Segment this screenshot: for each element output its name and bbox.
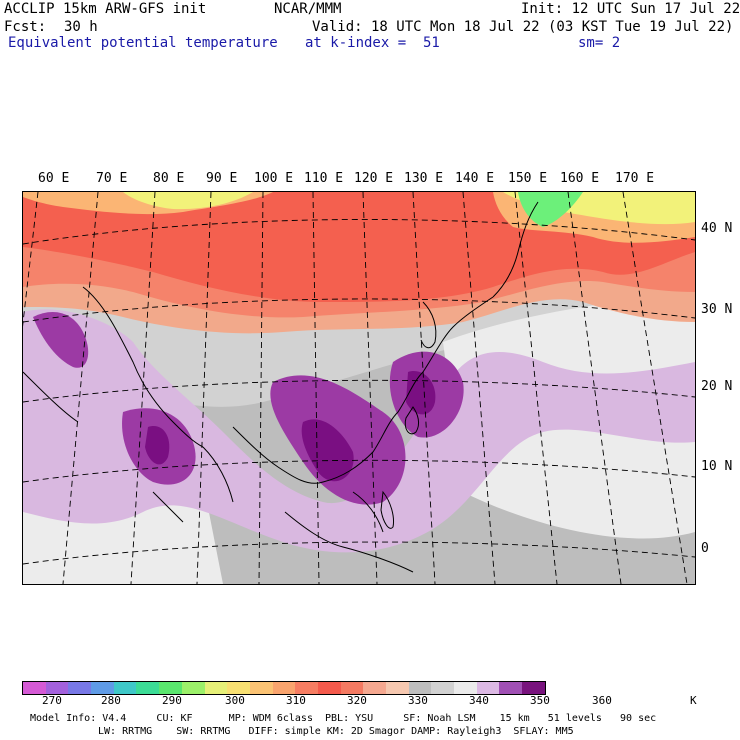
colorbar-swatch (227, 682, 250, 694)
colorbar-swatch (113, 682, 137, 694)
colorbar-swatch (136, 682, 160, 694)
colorbar-unit: K (690, 694, 697, 707)
lat-label: 40 N (701, 221, 733, 236)
colorbar-swatch (181, 682, 205, 694)
deep-purple-core-1 (301, 419, 354, 482)
graticule (23, 192, 695, 584)
lon-label: 60 E (38, 171, 70, 186)
field-name: Equivalent potential temperature (8, 35, 278, 51)
yellow-north-west (123, 192, 253, 210)
valid-time: Valid: 18 UTC Mon 18 Jul 22 (03 KST Tue … (312, 19, 734, 35)
colorbar-label: 310 (286, 694, 306, 707)
colorbar-swatch (386, 682, 409, 694)
colorbar-swatch (454, 682, 477, 694)
lon-label: 110 E (304, 171, 344, 186)
colorbar-swatch (431, 682, 455, 694)
deep-purple-core-3 (145, 426, 170, 465)
lon-label: 90 E (206, 171, 238, 186)
lon-label: 130 E (404, 171, 444, 186)
colorbar-label: 300 (225, 694, 245, 707)
map-panel (22, 191, 696, 585)
colorbar-swatch (249, 682, 273, 694)
lon-label: 170 E (615, 171, 655, 186)
colorbar-swatch (23, 682, 46, 694)
theta-e-map (23, 192, 695, 584)
colorbar-swatch (204, 682, 228, 694)
colorbar-swatch (522, 682, 545, 694)
lat-label: 30 N (701, 302, 733, 317)
purple-pakistan (33, 312, 89, 368)
colorbar-swatch (295, 682, 318, 694)
deep-purple-core-2 (406, 371, 436, 415)
coastlines (23, 201, 539, 573)
colorbar-swatch (408, 682, 432, 694)
lon-label: 70 E (96, 171, 128, 186)
lon-label: 160 E (560, 171, 600, 186)
model-info-line-2: LW: RRTMG SW: RRTMG DIFF: simple KM: 2D … (98, 726, 574, 737)
colorbar-swatch (476, 682, 500, 694)
lat-label: 0 (701, 541, 709, 556)
lon-label: 80 E (153, 171, 185, 186)
colorbar-swatch (272, 682, 296, 694)
lat-label: 20 N (701, 379, 733, 394)
colorbar-label: 270 (42, 694, 62, 707)
model-title: ACCLIP 15km ARW-GFS init (4, 1, 207, 17)
colorbar-swatch (91, 682, 114, 694)
colorbar-swatch (159, 682, 182, 694)
colorbar-swatch (45, 682, 69, 694)
light-purple-region (23, 309, 695, 553)
forecast-hour: 30 h (64, 19, 98, 35)
colorbar (22, 681, 546, 695)
colorbar-label: 280 (101, 694, 121, 707)
lon-label: 120 E (354, 171, 394, 186)
colorbar-swatch (317, 682, 341, 694)
colorbar-label: 320 (347, 694, 367, 707)
level-label: at k-index = 51 (305, 35, 440, 51)
init-time: Init: 12 UTC Sun 17 Jul 22 (521, 1, 740, 17)
colorbar-swatch (363, 682, 386, 694)
lon-label: 100 E (254, 171, 294, 186)
forecast-label: Fcst: (4, 19, 47, 35)
colorbar-swatch (340, 682, 364, 694)
colorbar-swatch (499, 682, 523, 694)
center-label: NCAR/MMM (274, 1, 342, 17)
green-north-east (518, 192, 583, 227)
colorbar-label: 330 (408, 694, 428, 707)
colorbar-label: 340 (469, 694, 489, 707)
lon-label: 140 E (455, 171, 495, 186)
smoothing-label: sm= 2 (578, 35, 621, 51)
lat-label: 10 N (701, 459, 733, 474)
colorbar-label: 290 (162, 694, 182, 707)
lon-label: 150 E (508, 171, 548, 186)
colorbar-label: 350 (530, 694, 550, 707)
model-info-line-1: Model Info: V4.4 CU: KF MP: WDM 6class P… (30, 713, 657, 724)
colorbar-label: 360 (592, 694, 612, 707)
colorbar-swatch (68, 682, 92, 694)
